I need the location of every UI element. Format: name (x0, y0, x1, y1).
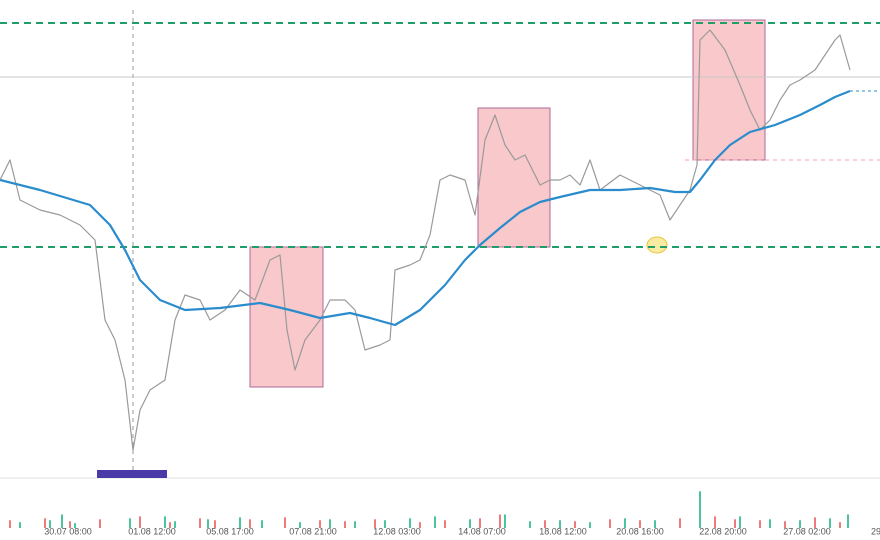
volume-bar (19, 522, 21, 528)
volume-bar (329, 519, 331, 528)
volume-bar (784, 521, 786, 528)
volume-bar (714, 516, 716, 528)
volume-bar (654, 520, 656, 528)
zone (692, 19, 766, 161)
volume-bar (139, 516, 141, 528)
x-tick-label: 30.07 08:00 (44, 526, 92, 536)
volume-bar (504, 514, 506, 528)
volume-bar (69, 521, 71, 528)
x-tick-label: 01.08 12:00 (128, 526, 176, 536)
volume-bar (409, 518, 411, 528)
volume-bar (589, 522, 591, 528)
moving-average (0, 89, 851, 327)
volume-bar (174, 521, 176, 528)
x-tick-label: 05.08 17:00 (206, 526, 254, 536)
volume-bar (839, 522, 841, 528)
volume-bar (479, 518, 481, 528)
x-tick-label: 12.08 03:00 (373, 526, 421, 536)
volume-bar (169, 522, 171, 528)
highlight-marker (646, 236, 668, 254)
volume-bar (99, 519, 101, 528)
volume-bar (354, 521, 356, 528)
volume-bar (249, 519, 251, 528)
volume-bar (469, 519, 471, 528)
volume-bar (739, 516, 741, 528)
volume-bar (299, 522, 301, 528)
x-tick-label: 18.08 12:00 (539, 526, 587, 536)
volume-bar (734, 519, 736, 528)
volume-bar (829, 518, 831, 528)
volume-bar (344, 521, 346, 528)
volume-bar (284, 517, 286, 528)
volume-bar (374, 519, 376, 528)
volume-bar (799, 520, 801, 528)
volume-bar (639, 520, 641, 528)
x-tick-label: 14.08 07:00 (458, 526, 506, 536)
volume-bar (544, 520, 546, 528)
volume-bar (609, 519, 611, 528)
volume-bar (44, 518, 46, 528)
volume-bar (164, 516, 166, 528)
zone (249, 246, 324, 388)
volume-bar (207, 519, 209, 528)
volume-bar (759, 520, 761, 528)
x-tick-label: 07.08 21:00 (289, 526, 337, 536)
volume-bar (214, 520, 216, 528)
volume-bar (384, 520, 386, 528)
x-tick-label: 29 (871, 526, 880, 536)
volume-bar (319, 520, 321, 528)
volume-bar (847, 514, 849, 528)
volume-bar (624, 518, 626, 528)
volume-bar (129, 518, 131, 528)
volume-bar (814, 517, 816, 528)
volume-bar (699, 491, 701, 528)
volume-bar (199, 518, 201, 528)
volume-bar (444, 520, 446, 528)
volume-bar (679, 518, 681, 528)
x-tick-label: 20.08 16:00 (616, 526, 664, 536)
x-tick-label: 22.08 20:00 (699, 526, 747, 536)
volume-bar (499, 514, 501, 528)
price-line (0, 29, 851, 451)
range-marker (97, 470, 167, 478)
volume-bar (61, 514, 63, 528)
zone (477, 107, 551, 248)
volume-bar (529, 521, 531, 528)
volume-bar (434, 516, 436, 528)
volume-bar (574, 521, 576, 528)
volume-bar (9, 520, 11, 528)
volume-bar (559, 520, 561, 528)
volume-bar (49, 520, 51, 528)
volume-bar (239, 517, 241, 528)
x-tick-label: 27.08 02:00 (783, 526, 831, 536)
volume-bar (419, 522, 421, 528)
volume-bar (261, 520, 263, 528)
volume-bar (769, 519, 771, 528)
volume-bar (74, 523, 76, 528)
